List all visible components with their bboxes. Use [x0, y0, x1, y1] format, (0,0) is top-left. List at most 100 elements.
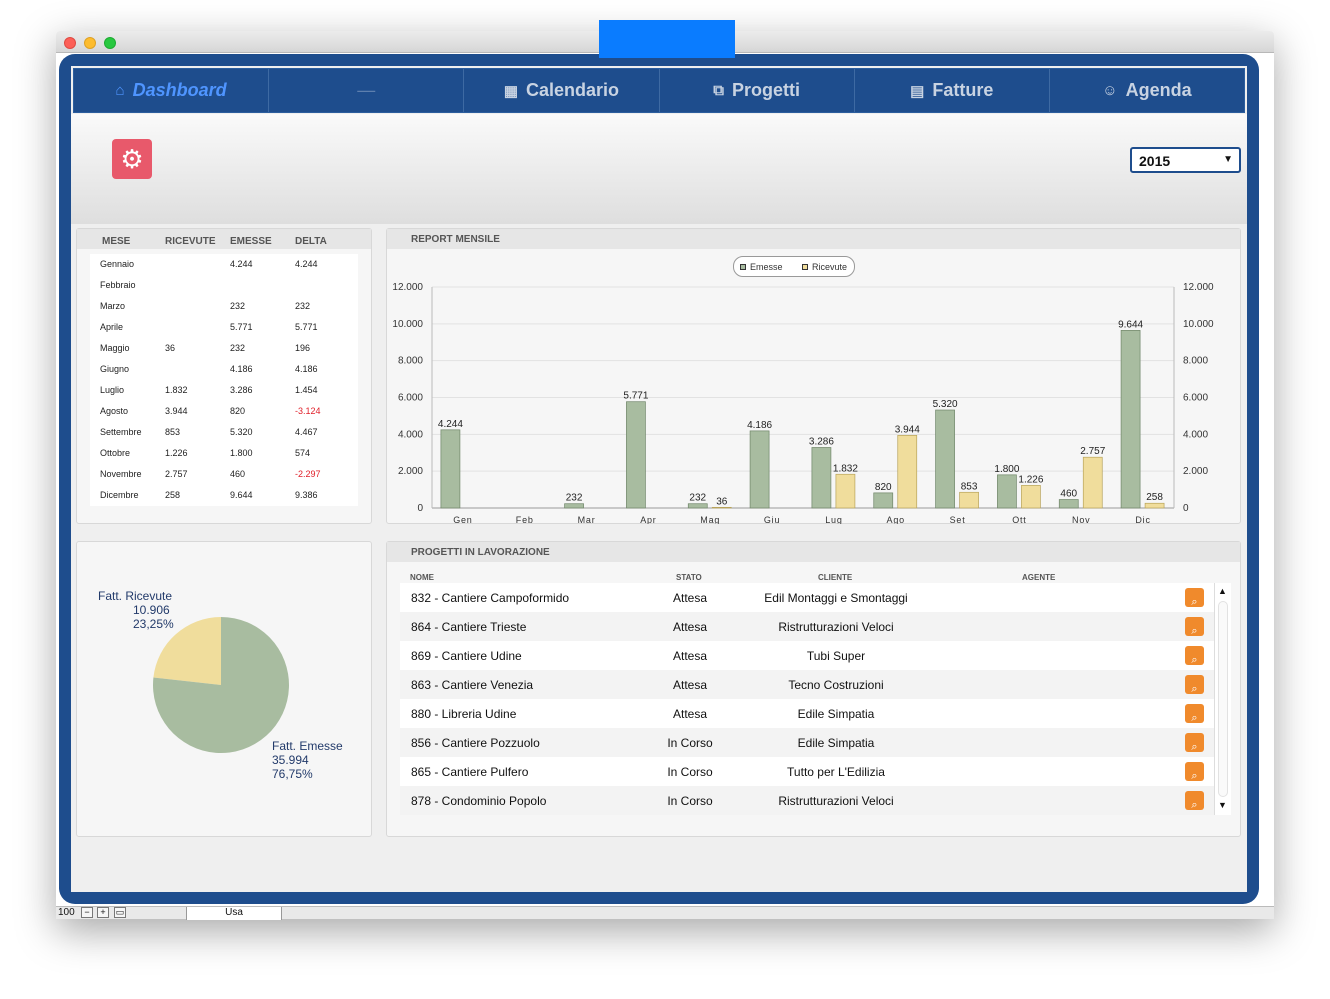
month-name-cell: Aprile: [100, 322, 124, 332]
month-name-cell: Giugno: [100, 364, 130, 374]
open-project-button[interactable]: ⌕: [1185, 762, 1204, 782]
month-name-cell: Gennaio: [100, 259, 135, 269]
zoom-level: 100: [58, 907, 75, 918]
settings-button[interactable]: ⚙: [112, 139, 152, 179]
y-tick-label-right: 2.000: [1183, 466, 1208, 477]
chart-legend: Emesse Ricevute: [733, 256, 855, 277]
emesse-cell: 232: [230, 301, 246, 311]
x-tick-label: Mag: [700, 515, 720, 524]
nav-fatture[interactable]: ▤ Fatture: [855, 69, 1050, 112]
open-project-button[interactable]: ⌕: [1185, 675, 1204, 695]
data-label-ricevute: 1.832: [833, 463, 858, 474]
scroll-thumb[interactable]: [1218, 601, 1228, 797]
emesse-cell: 1.800: [230, 448, 253, 458]
month-name-cell: Dicembre: [100, 490, 139, 500]
minimize-window-button[interactable]: [84, 37, 96, 49]
search-icon: ⌕: [1191, 683, 1198, 695]
bar-emesse: [626, 401, 646, 509]
open-project-button[interactable]: ⌕: [1185, 617, 1204, 637]
y-tick-label-left: 2.000: [398, 466, 423, 477]
open-project-button[interactable]: ⌕: [1185, 791, 1204, 811]
report-bar-chart: 0 0 2.000 2.000 4.000 4.000 6.000 6.000 8.000 8.0…: [392, 282, 1214, 524]
open-project-button[interactable]: ⌕: [1185, 704, 1204, 724]
data-label-emesse: 1.800: [994, 464, 1019, 475]
maximize-window-button[interactable]: [104, 37, 116, 49]
project-name: 869 - Cantiere Udine: [411, 649, 522, 663]
nav-agenda[interactable]: ☺ Agenda: [1050, 69, 1244, 112]
table-row[interactable]: 856 - Cantiere Pozzuolo In Corso Edile Sim…: [400, 728, 1214, 757]
data-label-emesse: 9.644: [1118, 319, 1143, 330]
col-header-agente: AGENTE: [1022, 573, 1056, 582]
gear-icon: ⚙: [120, 143, 144, 174]
x-tick-label: Ott: [1012, 515, 1026, 524]
bar-emesse: [1120, 330, 1141, 509]
emesse-cell: 5.771: [230, 322, 253, 332]
report-panel-title: REPORT MENSILE: [387, 229, 1240, 249]
x-tick-label: Ago: [887, 515, 905, 524]
nav-dashboard[interactable]: ⌂ Dashboard: [74, 69, 270, 112]
document-icon: ▤: [910, 82, 925, 100]
table-row[interactable]: 832 - Cantiere Campoformido Attesa Edil Mo…: [400, 583, 1214, 612]
ricevute-cell: 853: [165, 427, 181, 437]
emesse-cell: 4.244: [230, 259, 253, 269]
table-row[interactable]: 864 - Cantiere Trieste Attesa Ristrutturaz…: [400, 612, 1214, 641]
table-row[interactable]: 865 - Cantiere Pulfero In Corso Tutto per …: [400, 757, 1214, 786]
delta-cell: 1.454: [295, 385, 318, 395]
zoom-out-button[interactable]: −: [81, 907, 93, 918]
open-project-button[interactable]: ⌕: [1185, 588, 1204, 608]
scroll-down-icon[interactable]: ▼: [1218, 800, 1227, 810]
table-row[interactable]: 878 - Condominio Popolo In Corso Ristruttu…: [400, 786, 1214, 815]
col-header-cliente: CLIENTE: [818, 573, 853, 582]
project-name: 878 - Condominio Popolo: [411, 794, 547, 808]
zoom-in-button[interactable]: +: [97, 907, 109, 918]
project-name: 832 - Cantiere Campoformido: [411, 591, 570, 605]
projects-scrollbar[interactable]: ▲ ▼: [1214, 583, 1231, 815]
close-window-button[interactable]: [64, 37, 76, 49]
project-name: 856 - Cantiere Pozzuolo: [411, 736, 540, 750]
table-row[interactable]: 863 - Cantiere Venezia Attesa Tecno Costru…: [400, 670, 1214, 699]
data-label-ricevute: 36: [716, 496, 728, 507]
col-header-mese: MESE: [102, 236, 131, 247]
legend-swatch-ricevute: [802, 264, 808, 270]
x-tick-label: Lug: [825, 515, 842, 524]
pie-label-value_label: 10.906: [133, 603, 170, 617]
open-project-button[interactable]: ⌕: [1185, 646, 1204, 666]
year-select[interactable]: 2015 ▼: [1130, 147, 1241, 173]
delta-cell: 9.386: [295, 490, 318, 500]
scroll-up-icon[interactable]: ▲: [1218, 586, 1227, 596]
y-tick-label-right: 8.000: [1183, 356, 1208, 367]
table-row[interactable]: 880 - Libreria Udine Attesa Edile Simpatia…: [400, 699, 1214, 728]
bar-ricevute: [1144, 502, 1165, 509]
table-row[interactable]: 869 - Cantiere Udine Attesa Tubi Super ⌕: [400, 641, 1214, 670]
chevron-down-icon: ▼: [1223, 154, 1233, 165]
y-tick-label-right: 12.000: [1183, 282, 1214, 293]
month-name-cell: Settembre: [100, 427, 142, 437]
months-table-body: Gennaio 4.244 4.244 Febbraio Marzo 232 232 Apri…: [90, 254, 358, 506]
nav-label: Progetti: [731, 80, 800, 100]
data-label-emesse: 5.320: [933, 399, 958, 410]
nav-empty[interactable]: —: [269, 69, 465, 112]
bar-ricevute: [897, 435, 918, 509]
emesse-cell: 4.186: [230, 364, 253, 374]
project-name: 864 - Cantiere Trieste: [411, 620, 527, 634]
x-tick-label: Dic: [1135, 515, 1150, 524]
col-header-ricevute: RICEVUTE: [165, 236, 216, 247]
month-name-cell: Luglio: [100, 385, 125, 395]
toggle-toolbar-button[interactable]: ▭: [114, 907, 126, 918]
delta-cell: 4.186: [295, 364, 318, 374]
nav-calendario[interactable]: ▦ Calendario: [464, 69, 660, 112]
legend-swatch-emesse: [740, 264, 746, 270]
emesse-cell: 820: [230, 406, 246, 416]
bar-emesse: [564, 503, 584, 509]
y-tick-label-left: 6.000: [398, 393, 423, 404]
projects-panel-title: PROGETTI IN LAVORAZIONE: [387, 542, 1240, 562]
legend-label: Emesse: [750, 262, 783, 272]
open-project-button[interactable]: ⌕: [1185, 733, 1204, 753]
nav-progetti[interactable]: ⧉ Progetti: [660, 69, 855, 112]
x-tick-label: Gen: [453, 515, 472, 524]
delta-cell: 4.244: [295, 259, 318, 269]
data-label-emesse: 3.286: [809, 436, 834, 447]
x-tick-label: Set: [950, 515, 966, 524]
bar-ricevute: [959, 491, 979, 509]
